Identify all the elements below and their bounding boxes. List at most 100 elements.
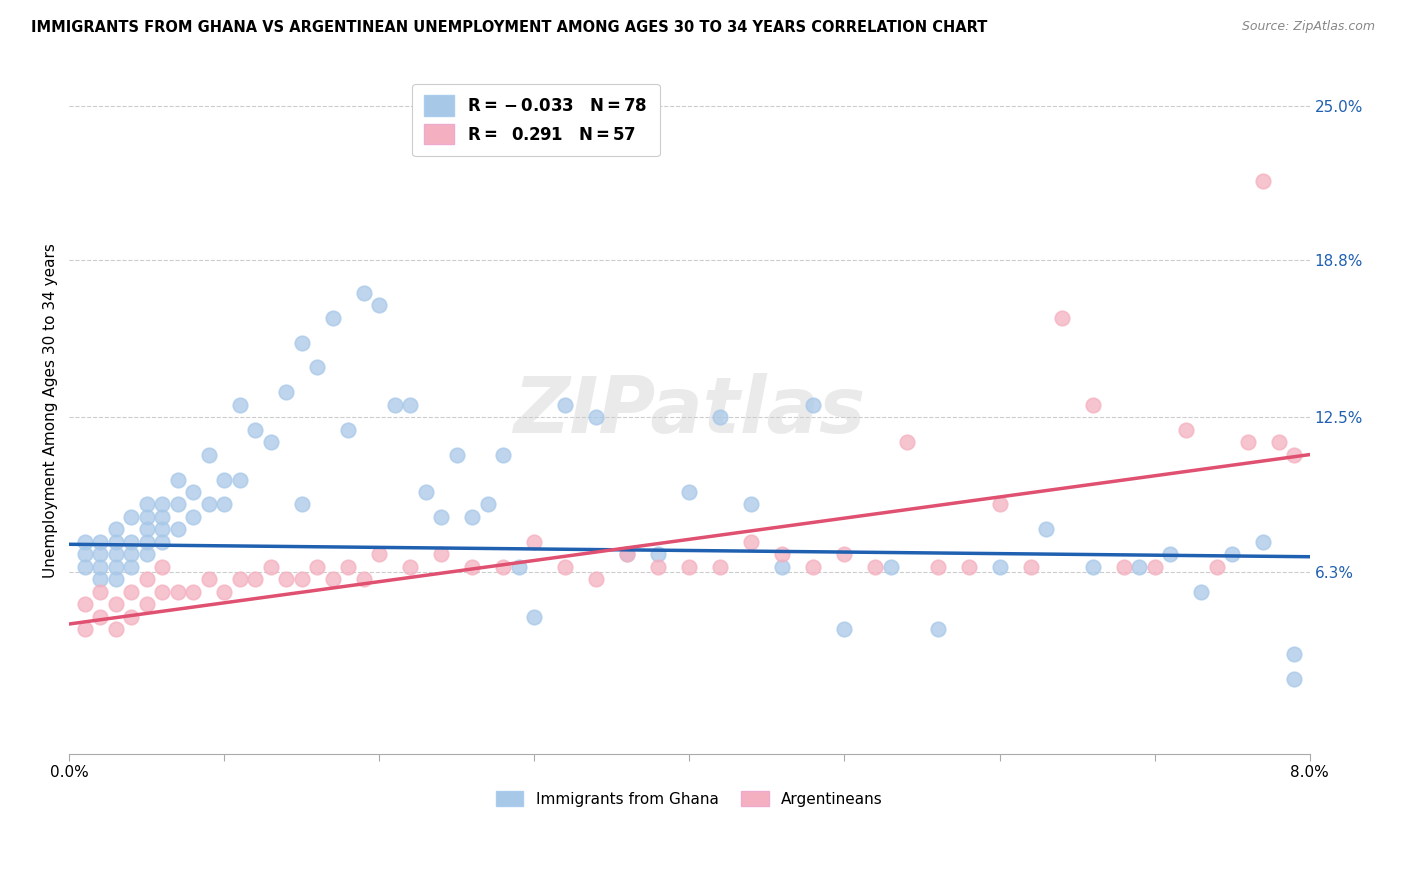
Point <box>181 509 204 524</box>
Point <box>1081 559 1104 574</box>
Point <box>678 485 700 500</box>
Point <box>214 584 236 599</box>
Point <box>120 547 142 561</box>
Point <box>104 622 127 636</box>
Point <box>492 448 515 462</box>
Point <box>104 559 127 574</box>
Point <box>291 572 314 586</box>
Point <box>291 335 314 350</box>
Point <box>1159 547 1181 561</box>
Point <box>1267 435 1289 450</box>
Point <box>865 559 887 574</box>
Point <box>197 572 219 586</box>
Point <box>150 509 173 524</box>
Point <box>508 559 530 574</box>
Point <box>430 547 453 561</box>
Point <box>740 534 762 549</box>
Point <box>461 559 484 574</box>
Point <box>89 572 111 586</box>
Point <box>647 547 669 561</box>
Point <box>135 522 157 536</box>
Point <box>166 584 188 599</box>
Point <box>307 559 329 574</box>
Point <box>1282 647 1305 661</box>
Point <box>120 509 142 524</box>
Point <box>73 622 96 636</box>
Point <box>1205 559 1227 574</box>
Point <box>229 398 252 412</box>
Point <box>927 622 949 636</box>
Point <box>197 448 219 462</box>
Point <box>181 584 204 599</box>
Point <box>73 547 96 561</box>
Point <box>353 572 375 586</box>
Point <box>430 509 453 524</box>
Point <box>89 559 111 574</box>
Point <box>245 572 267 586</box>
Point <box>1019 559 1042 574</box>
Point <box>276 572 298 586</box>
Point <box>647 559 669 574</box>
Point <box>120 534 142 549</box>
Point <box>772 559 794 574</box>
Point <box>135 547 157 561</box>
Point <box>1282 672 1305 686</box>
Point <box>834 622 856 636</box>
Point <box>229 572 252 586</box>
Point <box>229 473 252 487</box>
Point <box>150 522 173 536</box>
Point <box>166 522 188 536</box>
Legend: Immigrants from Ghana, Argentineans: Immigrants from Ghana, Argentineans <box>488 783 890 814</box>
Point <box>446 448 468 462</box>
Point <box>245 423 267 437</box>
Point <box>135 572 157 586</box>
Point <box>89 534 111 549</box>
Point <box>803 398 825 412</box>
Point <box>104 534 127 549</box>
Point <box>166 473 188 487</box>
Point <box>803 559 825 574</box>
Point <box>337 423 360 437</box>
Point <box>415 485 437 500</box>
Point <box>368 547 391 561</box>
Point <box>89 609 111 624</box>
Point <box>585 572 607 586</box>
Point <box>740 497 762 511</box>
Point <box>988 497 1011 511</box>
Point <box>709 559 731 574</box>
Text: Source: ZipAtlas.com: Source: ZipAtlas.com <box>1241 20 1375 33</box>
Point <box>384 398 406 412</box>
Point <box>1050 310 1073 325</box>
Point <box>1143 559 1166 574</box>
Point <box>353 285 375 300</box>
Point <box>709 410 731 425</box>
Point <box>181 485 204 500</box>
Point <box>368 298 391 312</box>
Point <box>150 559 173 574</box>
Point <box>322 310 344 325</box>
Point <box>1282 448 1305 462</box>
Point <box>678 559 700 574</box>
Point <box>1220 547 1243 561</box>
Point <box>260 435 283 450</box>
Point <box>135 597 157 611</box>
Point <box>89 547 111 561</box>
Point <box>585 410 607 425</box>
Point <box>523 609 546 624</box>
Point <box>120 559 142 574</box>
Point <box>214 473 236 487</box>
Point <box>135 497 157 511</box>
Point <box>880 559 903 574</box>
Point <box>291 497 314 511</box>
Point <box>1128 559 1150 574</box>
Point <box>150 534 173 549</box>
Point <box>1236 435 1258 450</box>
Point <box>120 584 142 599</box>
Point <box>104 597 127 611</box>
Point <box>214 497 236 511</box>
Point <box>73 597 96 611</box>
Point <box>1174 423 1197 437</box>
Point <box>276 385 298 400</box>
Point <box>957 559 980 574</box>
Point <box>1112 559 1135 574</box>
